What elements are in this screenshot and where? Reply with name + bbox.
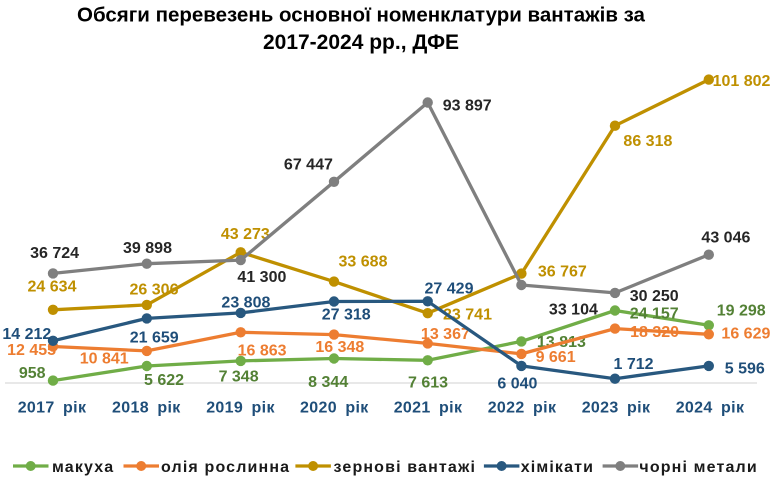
- svg-text:39 898: 39 898: [123, 240, 172, 257]
- svg-text:67 447: 67 447: [284, 157, 333, 174]
- svg-text:43 046: 43 046: [701, 229, 750, 246]
- svg-text:2019 рік: 2019 рік: [206, 400, 275, 417]
- svg-text:7 348: 7 348: [219, 369, 259, 386]
- svg-text:26 306: 26 306: [130, 281, 179, 298]
- svg-text:14 212: 14 212: [2, 326, 51, 343]
- svg-text:21 659: 21 659: [130, 330, 179, 347]
- svg-text:86 318: 86 318: [623, 133, 672, 150]
- svg-text:16 629: 16 629: [721, 325, 770, 342]
- svg-text:7 613: 7 613: [408, 374, 448, 391]
- svg-text:2021 рік: 2021 рік: [394, 400, 463, 417]
- svg-text:2023 рік: 2023 рік: [582, 400, 651, 417]
- svg-text:41 300: 41 300: [237, 269, 286, 286]
- svg-text:93 897: 93 897: [443, 98, 492, 115]
- svg-text:2024 рік: 2024 рік: [676, 400, 745, 417]
- svg-text:5 596: 5 596: [725, 360, 765, 377]
- svg-text:8 344: 8 344: [308, 374, 348, 391]
- svg-text:5 622: 5 622: [144, 372, 184, 389]
- svg-text:12 455: 12 455: [7, 342, 56, 359]
- svg-text:2020 рік: 2020 рік: [300, 400, 369, 417]
- svg-text:43 273: 43 273: [221, 226, 270, 243]
- svg-text:зернові вантажі: зернові вантажі: [334, 459, 477, 476]
- svg-text:макуха: макуха: [52, 459, 114, 476]
- svg-text:101 802: 101 802: [713, 73, 771, 90]
- svg-text:36 724: 36 724: [30, 245, 79, 262]
- svg-text:2017 рік: 2017 рік: [18, 400, 87, 417]
- svg-text:13 367: 13 367: [421, 326, 470, 343]
- svg-text:27 318: 27 318: [322, 307, 371, 324]
- svg-text:18 320: 18 320: [630, 324, 679, 341]
- svg-text:19 298: 19 298: [717, 303, 766, 320]
- svg-text:9 661: 9 661: [536, 349, 576, 366]
- svg-text:36 767: 36 767: [538, 264, 587, 281]
- svg-text:2022 рік: 2022 рік: [488, 400, 557, 417]
- svg-text:33 104: 33 104: [549, 301, 598, 318]
- svg-text:10 841: 10 841: [80, 351, 129, 368]
- svg-text:24 634: 24 634: [28, 278, 77, 295]
- svg-text:33 688: 33 688: [339, 253, 388, 270]
- svg-text:хімікати: хімікати: [521, 459, 594, 476]
- svg-text:чорні метали: чорні метали: [639, 459, 757, 476]
- svg-text:958: 958: [19, 365, 46, 382]
- svg-text:2017-2024 рр., ДФЕ: 2017-2024 рр., ДФЕ: [263, 31, 459, 54]
- svg-text:олія рослинна: олія рослинна: [161, 459, 290, 476]
- svg-text:16 348: 16 348: [315, 339, 364, 356]
- svg-text:2018 рік: 2018 рік: [112, 400, 181, 417]
- svg-text:16 863: 16 863: [238, 343, 287, 360]
- svg-text:Обсяги перевезень основної ном: Обсяги перевезень основної номенклатури …: [77, 4, 646, 27]
- svg-text:24 157: 24 157: [630, 305, 679, 322]
- svg-text:30 250: 30 250: [630, 288, 679, 305]
- svg-text:27 429: 27 429: [425, 280, 474, 297]
- svg-text:1 712: 1 712: [613, 356, 653, 373]
- svg-text:6 040: 6 040: [497, 376, 537, 393]
- svg-text:23 808: 23 808: [221, 295, 270, 312]
